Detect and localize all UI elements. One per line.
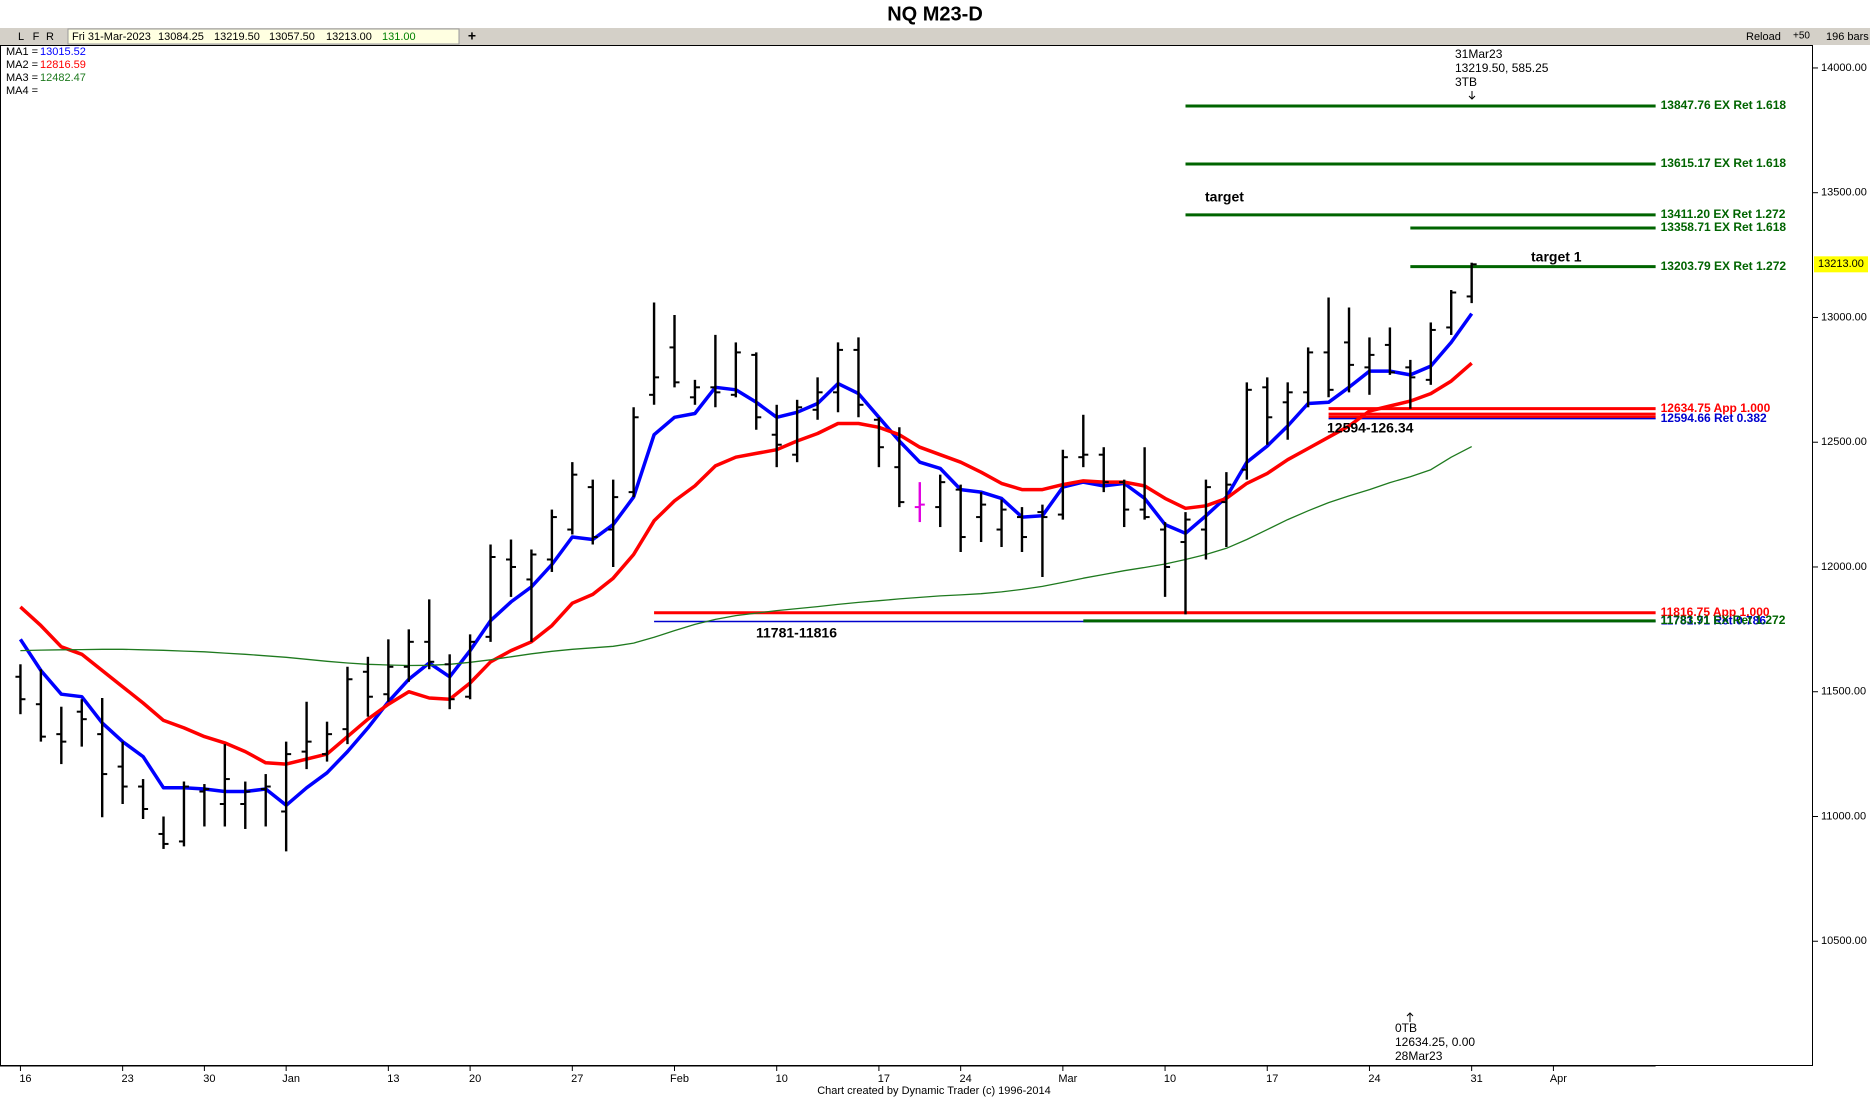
reload-button[interactable]: Reload xyxy=(1746,31,1781,43)
level-label: 13358.71 EX Ret 1.618 xyxy=(1661,220,1787,234)
x-tick-label: Mar xyxy=(1058,1073,1077,1085)
level-label: 11816.75 App 1.000 xyxy=(1661,605,1770,619)
moving-average xyxy=(20,446,1472,667)
y-tick-label: 12000.00 xyxy=(1821,561,1867,573)
toolbar-button[interactable]: R xyxy=(46,31,54,43)
x-tick-label: 20 xyxy=(469,1073,481,1085)
note-line: 28Mar23 xyxy=(1395,1049,1443,1063)
y-tick-label: 11500.00 xyxy=(1821,686,1866,698)
note-line: 0TB xyxy=(1395,1021,1417,1035)
note-line: 31Mar23 xyxy=(1455,47,1503,61)
x-tick-label: 30 xyxy=(203,1073,215,1085)
legend-value: 12816.59 xyxy=(40,59,86,71)
y-tick-label: 10500.00 xyxy=(1821,935,1867,947)
arrow-down xyxy=(1468,91,1476,100)
x-tick-label: Feb xyxy=(670,1073,689,1085)
note-line: 13219.50, 585.25 xyxy=(1455,61,1549,75)
x-tick-label: Jan xyxy=(282,1073,300,1085)
legend-value: 13015.52 xyxy=(40,46,86,58)
bars-count: 196 bars xyxy=(1826,31,1869,43)
bar-field: 13084.25 xyxy=(158,31,204,43)
annotation: 11781-11816 xyxy=(756,625,837,641)
x-tick-label: 13 xyxy=(387,1073,399,1085)
level-label: 11781.71 Ret 0.786 xyxy=(1661,614,1767,628)
last-price-box xyxy=(1814,256,1868,273)
x-tick-label: 10 xyxy=(776,1073,788,1085)
level-label: 13411.20 EX Ret 1.272 xyxy=(1661,207,1786,221)
toolbar-button[interactable]: F xyxy=(33,31,40,43)
last-price-label: 13213.00 xyxy=(1818,258,1864,270)
level-label: 13847.76 EX Ret 1.618 xyxy=(1661,98,1787,112)
x-tick-label: 17 xyxy=(1266,1073,1278,1085)
x-tick-label: 10 xyxy=(1164,1073,1176,1085)
toolbar-button[interactable]: L xyxy=(18,31,24,43)
level-label: 12634.75 App 1.000 xyxy=(1661,401,1771,415)
legend-name: MA4 = xyxy=(6,85,38,97)
note-line: 3TB xyxy=(1455,75,1477,89)
legend-name: MA3 = xyxy=(6,72,38,84)
bar-field: 13057.50 xyxy=(269,31,315,43)
legend-value: 12482.47 xyxy=(40,72,86,84)
x-tick-label: 27 xyxy=(571,1073,583,1085)
moving-average xyxy=(19,361,1473,766)
info-field xyxy=(67,28,460,45)
annotation: target 1 xyxy=(1531,249,1582,265)
x-tick-label: 31 xyxy=(1471,1073,1483,1085)
level-label: 13615.17 EX Ret 1.618 xyxy=(1661,156,1787,170)
bar-field: 13219.50 xyxy=(214,31,260,43)
x-tick-label: 16 xyxy=(19,1073,31,1085)
toolbar-bg xyxy=(0,28,1870,45)
y-tick-label: 12500.00 xyxy=(1821,436,1867,448)
x-tick-label: Apr xyxy=(1550,1073,1567,1085)
annotation: 12594-126.34 xyxy=(1327,420,1414,436)
y-tick-label: 11000.00 xyxy=(1821,810,1866,822)
level-label: 13203.79 EX Ret 1.272 xyxy=(1661,259,1787,273)
step-button[interactable]: +50 xyxy=(1793,31,1810,42)
y-tick-label: 13500.00 xyxy=(1821,187,1867,199)
y-tick-label: 14000.00 xyxy=(1821,62,1867,74)
bar-change: 131.00 xyxy=(382,31,416,43)
legend-name: MA1 = xyxy=(6,46,38,58)
add-button[interactable]: + xyxy=(468,28,476,44)
footer: Chart created by Dynamic Trader (c) 1996… xyxy=(817,1085,1051,1097)
bar-field: 13213.00 xyxy=(326,31,372,43)
arrow-up xyxy=(1406,1012,1414,1022)
bar-date: Fri 31-Mar-2023 xyxy=(72,31,151,43)
level-label: 11783.91 EX Ret 1.272 xyxy=(1661,613,1786,627)
y-tick-label: 13000.00 xyxy=(1821,311,1867,323)
level-label: 12594.66 Ret 0.382 xyxy=(1661,411,1767,425)
legend-name: MA2 = xyxy=(6,59,38,71)
x-tick-label: 24 xyxy=(1368,1073,1380,1085)
x-tick-label: 17 xyxy=(878,1073,890,1085)
x-tick-label: 24 xyxy=(960,1073,972,1085)
window-title: NQ M23-D xyxy=(887,3,983,25)
note-line: 12634.25, 0.00 xyxy=(1395,1035,1475,1049)
toolbar: L F R Fri 31-Mar-2023 13084.25 13219.50 … xyxy=(0,28,1870,45)
annotation: target xyxy=(1205,189,1244,205)
x-tick-label: 23 xyxy=(122,1073,134,1085)
